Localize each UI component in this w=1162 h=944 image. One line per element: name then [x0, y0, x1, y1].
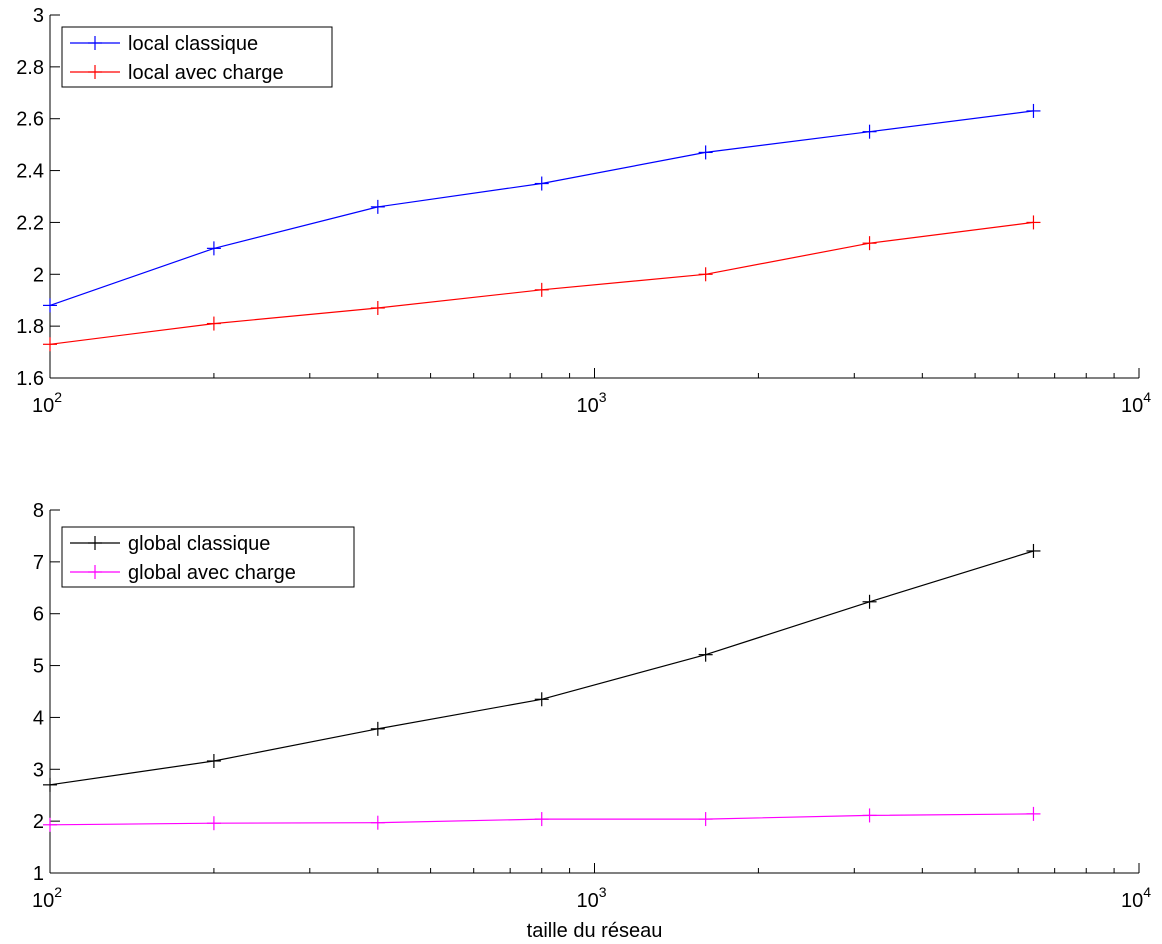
data-point-marker [1026, 103, 1041, 118]
data-point-marker [43, 817, 57, 832]
data-point-marker [1026, 543, 1041, 558]
series-line-1 [49, 110, 1034, 306]
data-point-marker [698, 647, 713, 662]
y-tick-label: 8 [33, 500, 44, 522]
data-point-marker [206, 241, 221, 256]
y-tick-label: 5 [33, 656, 44, 678]
data-point-marker [1026, 806, 1041, 821]
y-tick-label: 1.6 [16, 368, 44, 390]
data-point-marker [862, 236, 877, 251]
data-point-marker [370, 199, 385, 214]
y-tick-label: 1 [33, 863, 44, 885]
y-tick-label: 2.2 [16, 212, 44, 234]
x-tick-label: 102 [32, 389, 62, 417]
y-tick-label: 2 [33, 264, 44, 286]
y-tick-label: 2.8 [16, 57, 44, 79]
x-tick-label: 104 [1121, 884, 1151, 912]
data-point-marker [698, 267, 713, 282]
x-axis-label: taille du réseau [527, 920, 663, 942]
y-tick-label: 2.6 [16, 109, 44, 131]
data-point-marker [370, 815, 385, 830]
data-point-marker [1026, 215, 1041, 230]
y-tick-label: 1.8 [16, 316, 44, 338]
y-tick-label: 6 [33, 604, 44, 626]
data-point-marker [206, 753, 221, 768]
data-point-marker [206, 816, 221, 831]
x-tick-label: 102 [32, 884, 62, 912]
data-point-marker [43, 777, 57, 792]
y-tick-label: 2 [33, 811, 44, 833]
legend: global classique global avec charge [61, 526, 355, 588]
legend: local classique local avec charge [61, 26, 333, 88]
x-tick-label: 103 [576, 389, 606, 417]
legend-label: global classique [128, 533, 270, 555]
legend-box [61, 26, 333, 88]
data-point-marker [862, 594, 877, 609]
y-tick-label: 3 [33, 759, 44, 781]
data-point-marker [698, 812, 713, 827]
data-point-marker [534, 692, 549, 707]
data-point-marker [534, 812, 549, 827]
data-point-marker [370, 721, 385, 736]
data-point-marker [43, 337, 57, 352]
data-point-marker [534, 176, 549, 191]
data-point-marker [43, 298, 57, 313]
legend-label: local classique [128, 33, 258, 55]
legend-box [61, 526, 355, 588]
data-point-marker [370, 300, 385, 315]
data-point-marker [698, 145, 713, 160]
legend-label: global avec charge [128, 562, 296, 584]
legend-label: local avec charge [128, 62, 284, 84]
y-tick-label: 4 [33, 707, 44, 729]
data-point-marker [862, 808, 877, 823]
data-point-marker [206, 316, 221, 331]
chart-panel-1: 1.6 1.8 2 2.2 2.4 2.6 2.8 3 102 103 104 local class… [16, 5, 1151, 417]
data-point-marker [862, 124, 877, 139]
y-tick-label: 3 [33, 5, 44, 27]
y-tick-label: 2.4 [16, 161, 44, 183]
x-tick-label: 103 [576, 884, 606, 912]
x-tick-label: 104 [1121, 389, 1151, 417]
data-point-marker [534, 282, 549, 297]
y-tick-label: 7 [33, 552, 44, 574]
